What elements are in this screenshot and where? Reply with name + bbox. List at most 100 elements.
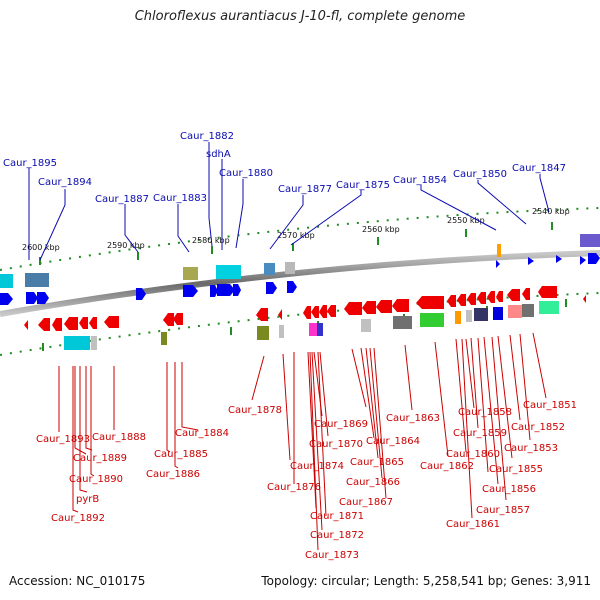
gene-arrow[interactable]: [26, 292, 38, 304]
gene-arrow[interactable]: [183, 285, 198, 297]
gene-label-caur-1880[interactable]: Caur_1880: [219, 168, 273, 179]
gene-label-caur-1875[interactable]: Caur_1875: [336, 180, 390, 191]
feature-box[interactable]: [285, 262, 295, 274]
gene-arrow[interactable]: [538, 286, 557, 298]
gene-label-caur-1889[interactable]: Caur_1889: [73, 453, 127, 464]
feature-box[interactable]: [264, 263, 275, 275]
gene-label-caur-1874[interactable]: Caur_1874: [290, 461, 344, 472]
gene-label-caur-1850[interactable]: Caur_1850: [453, 169, 507, 180]
gene-label-caur-1892[interactable]: Caur_1892: [51, 513, 105, 524]
feature-box[interactable]: [493, 307, 503, 320]
gene-arrow[interactable]: [588, 253, 600, 264]
gene-arrow[interactable]: [528, 257, 534, 265]
gene-label-caur-1860[interactable]: Caur_1860: [446, 449, 500, 460]
gene-label-caur-1887[interactable]: Caur_1887: [95, 194, 149, 205]
gene-arrow[interactable]: [583, 295, 586, 303]
feature-box[interactable]: [539, 301, 559, 314]
gene-label-caur-1871[interactable]: Caur_1871: [310, 511, 364, 522]
gene-label-caur-1890[interactable]: Caur_1890: [69, 474, 123, 485]
gene-arrow[interactable]: [556, 255, 562, 263]
gene-arrow[interactable]: [477, 292, 486, 304]
gene-arrow[interactable]: [79, 317, 88, 329]
gene-arrow[interactable]: [376, 300, 392, 313]
feature-box[interactable]: [0, 274, 13, 288]
gene-label-caur-1847[interactable]: Caur_1847: [512, 163, 566, 174]
feature-box[interactable]: [508, 305, 522, 318]
gene-arrow[interactable]: [278, 309, 282, 320]
gene-label-caur-1867[interactable]: Caur_1867: [339, 497, 393, 508]
gene-arrow[interactable]: [447, 295, 456, 307]
gene-arrow[interactable]: [457, 294, 466, 306]
gene-label-caur-1854[interactable]: Caur_1854: [393, 175, 447, 186]
gene-arrow[interactable]: [311, 306, 319, 318]
gene-arrow[interactable]: [163, 313, 174, 326]
gene-arrow[interactable]: [303, 306, 311, 319]
gene-label-caur-1859[interactable]: Caur_1859: [453, 428, 507, 439]
gene-label-caur-1882[interactable]: Caur_1882: [180, 131, 234, 142]
gene-label-caur-1864[interactable]: Caur_1864: [366, 436, 420, 447]
feature-box[interactable]: [455, 311, 461, 324]
gene-arrow[interactable]: [217, 284, 235, 296]
gene-label-caur-1851[interactable]: Caur_1851: [523, 400, 577, 411]
gene-label-caur-1862[interactable]: Caur_1862: [420, 461, 474, 472]
feature-box[interactable]: [216, 265, 241, 279]
gene-label-caur-1873[interactable]: Caur_1873: [305, 550, 359, 561]
gene-arrow[interactable]: [362, 301, 376, 314]
feature-box[interactable]: [522, 304, 534, 317]
gene-arrow[interactable]: [64, 317, 78, 330]
gene-label-caur-1852[interactable]: Caur_1852: [511, 422, 565, 433]
gene-label-caur-1869[interactable]: Caur_1869: [314, 419, 368, 430]
gene-arrow[interactable]: [507, 289, 520, 301]
feature-box[interactable]: [25, 273, 49, 287]
gene-label-caur-1856[interactable]: Caur_1856: [482, 484, 536, 495]
feature-box[interactable]: [317, 323, 323, 336]
gene-arrow[interactable]: [580, 256, 586, 265]
feature-box[interactable]: [91, 336, 97, 350]
gene-label-pyrb[interactable]: pyrB: [76, 494, 99, 505]
gene-label-caur-1870[interactable]: Caur_1870: [309, 439, 363, 450]
gene-arrow[interactable]: [24, 320, 28, 330]
feature-box[interactable]: [474, 308, 488, 321]
gene-label-caur-1876[interactable]: Caur_1876: [267, 482, 321, 493]
gene-arrow[interactable]: [210, 285, 218, 297]
feature-box[interactable]: [393, 316, 412, 329]
gene-arrow[interactable]: [38, 318, 50, 331]
gene-label-caur-1893[interactable]: Caur_1893: [36, 434, 90, 445]
gene-label-caur-1855[interactable]: Caur_1855: [489, 464, 543, 475]
gene-label-caur-1866[interactable]: Caur_1866: [346, 477, 400, 488]
gene-arrow[interactable]: [52, 318, 62, 331]
gene-arrow[interactable]: [256, 308, 268, 321]
gene-arrow[interactable]: [344, 302, 362, 315]
feature-box[interactable]: [279, 325, 284, 338]
gene-arrow[interactable]: [416, 296, 444, 309]
gene-label-caur-1884[interactable]: Caur_1884: [175, 428, 229, 439]
feature-box[interactable]: [420, 313, 444, 327]
gene-label-caur-1872[interactable]: Caur_1872: [310, 530, 364, 541]
gene-label-caur-1857[interactable]: Caur_1857: [476, 505, 530, 516]
feature-box[interactable]: [361, 319, 371, 332]
feature-box[interactable]: [64, 336, 90, 350]
gene-arrow[interactable]: [0, 293, 13, 305]
gene-label-caur-1865[interactable]: Caur_1865: [350, 457, 404, 468]
gene-arrow[interactable]: [104, 316, 119, 328]
gene-label-caur-1853[interactable]: Caur_1853: [504, 443, 558, 454]
gene-arrow[interactable]: [233, 284, 241, 296]
gene-label-caur-1877[interactable]: Caur_1877: [278, 184, 332, 195]
gene-arrow[interactable]: [287, 281, 297, 293]
feature-box[interactable]: [183, 267, 198, 280]
gene-arrow[interactable]: [89, 317, 97, 329]
gene-label-caur-1888[interactable]: Caur_1888: [92, 432, 146, 443]
gene-arrow[interactable]: [37, 292, 49, 304]
gene-arrow[interactable]: [496, 260, 500, 268]
gene-arrow[interactable]: [487, 291, 495, 303]
gene-label-caur-1878[interactable]: Caur_1878: [228, 405, 282, 416]
gene-arrow[interactable]: [467, 293, 476, 305]
gene-arrow[interactable]: [392, 299, 409, 312]
feature-box[interactable]: [161, 332, 167, 345]
feature-box[interactable]: [497, 244, 501, 257]
gene-label-caur-1895[interactable]: Caur_1895: [3, 158, 57, 169]
gene-label-caur-1894[interactable]: Caur_1894: [38, 177, 92, 188]
feature-box[interactable]: [309, 323, 317, 336]
gene-arrow[interactable]: [319, 305, 327, 318]
gene-arrow[interactable]: [266, 282, 277, 294]
